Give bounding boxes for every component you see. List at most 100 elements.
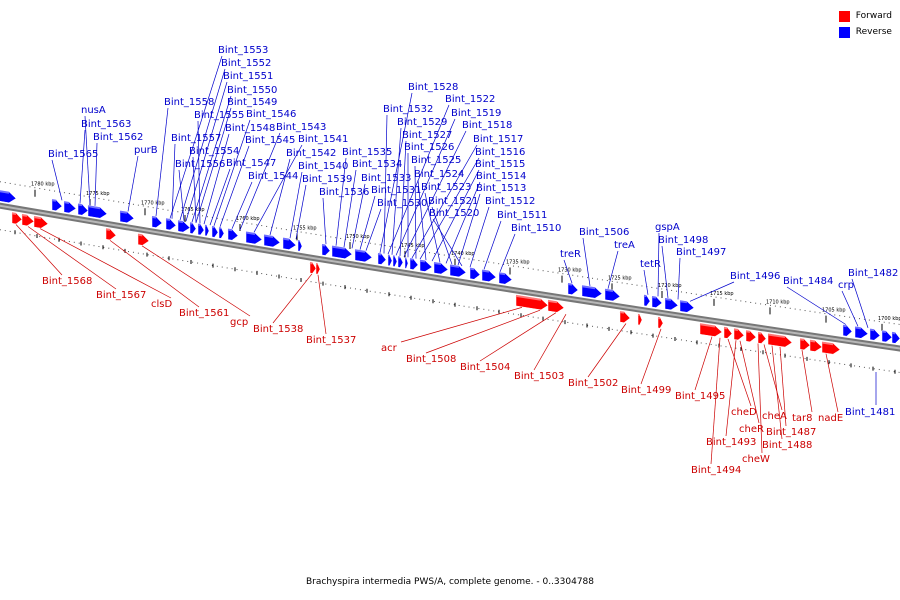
tick-label: 1775 kbp bbox=[86, 191, 110, 197]
reverse-gene-label-bint-1544: Bint_1544 bbox=[248, 171, 298, 182]
forward-gene-label-ched: cheD bbox=[731, 407, 757, 418]
forward-leader bbox=[39, 228, 172, 299]
gene-highlight bbox=[809, 339, 816, 343]
forward-leader bbox=[727, 338, 752, 407]
forward-leader bbox=[15, 224, 63, 276]
reverse-leader bbox=[841, 290, 859, 327]
forward-gene-label-bint-1537: Bint_1537 bbox=[306, 335, 356, 346]
reverse-gene-label-bint-1512: Bint_1512 bbox=[485, 196, 535, 207]
reverse-gene-label-bint-1518: Bint_1518 bbox=[462, 120, 512, 131]
reverse-leader bbox=[399, 140, 407, 257]
forward-gene-label-bint-1508: Bint_1508 bbox=[406, 354, 456, 365]
forward-leader bbox=[763, 344, 783, 411]
reverse-gene-label-bint-1534: Bint_1534 bbox=[352, 159, 402, 170]
reverse-leader bbox=[643, 269, 649, 295]
reverse-leader bbox=[483, 220, 502, 270]
tick-label: 1725 kbp bbox=[608, 275, 632, 281]
legend-forward: Forward bbox=[838, 8, 892, 24]
gene-highlight bbox=[547, 299, 558, 304]
reverse-gene-label-bint-1545: Bint_1545 bbox=[245, 135, 295, 146]
reverse-leader bbox=[239, 132, 281, 231]
forward-leader bbox=[272, 273, 313, 324]
dotted-scale-lines bbox=[0, 181, 900, 374]
gene-highlight bbox=[137, 233, 143, 237]
forward-gene-label-bint-1499: Bint_1499 bbox=[621, 385, 671, 396]
reverse-gene-label-bint-1558: Bint_1558 bbox=[164, 97, 214, 108]
gene-highlight bbox=[77, 203, 83, 207]
reverse-leader bbox=[179, 68, 226, 221]
reverse-leader bbox=[414, 165, 417, 259]
reverse-gene-label-bint-1539: Bint_1539 bbox=[302, 174, 352, 185]
reverse-gene-label-bint-1517: Bint_1517 bbox=[473, 134, 523, 145]
forward-leader bbox=[425, 309, 541, 354]
reverse-leader bbox=[469, 206, 490, 268]
reverse-leader bbox=[219, 145, 250, 227]
forward-gene-label-bint-1488: Bint_1488 bbox=[762, 440, 812, 451]
reverse-leader bbox=[395, 118, 456, 256]
gene-highlight bbox=[263, 234, 274, 238]
reverse-gene-label-bint-1520: Bint_1520 bbox=[429, 208, 479, 219]
reverse-gene-label-bint-1540: Bint_1540 bbox=[298, 161, 348, 172]
legend-reverse-label: Reverse bbox=[855, 27, 892, 37]
forward-leader bbox=[694, 336, 713, 391]
reverse-gene-label-bint-1528: Bint_1528 bbox=[408, 82, 458, 93]
reverse-gene-label-bint-1550: Bint_1550 bbox=[227, 85, 277, 96]
reverse-leader bbox=[431, 206, 453, 265]
reverse-gene-label-tetr: tetR bbox=[640, 259, 661, 270]
reverse-leader bbox=[689, 281, 735, 302]
gene-highlight bbox=[745, 330, 751, 333]
forward-leader bbox=[141, 245, 251, 317]
reverse-gene-label-bint-1531: Bint_1531 bbox=[371, 185, 421, 196]
reverse-leader bbox=[851, 278, 869, 328]
reverse-gene-label-bint-1506: Bint_1506 bbox=[579, 227, 629, 238]
forward-leader bbox=[725, 340, 737, 437]
gene-labels: nusA Bint_1563 Bint_1562 Bint_1565 purB Bint_… bbox=[42, 45, 898, 476]
leader-lines bbox=[15, 55, 877, 465]
reverse-gene-label-bint-1541: Bint_1541 bbox=[298, 134, 348, 145]
tick-label: 1770 kbp bbox=[141, 200, 165, 206]
reverse-leader bbox=[127, 155, 139, 212]
tick-label: 1740 kbp bbox=[451, 251, 475, 257]
reverse-gene-label-bint-1496: Bint_1496 bbox=[730, 271, 780, 282]
reverse-leader bbox=[607, 250, 619, 289]
gene-highlight bbox=[331, 245, 346, 250]
backbone bbox=[0, 204, 900, 350]
forward-leader bbox=[587, 323, 627, 378]
gene-highlight bbox=[377, 253, 382, 256]
reverse-gene-label-bint-1519: Bint_1519 bbox=[451, 108, 501, 119]
reverse-leader bbox=[185, 81, 228, 222]
gene-highlight bbox=[409, 258, 414, 261]
reverse-gene-label-bint-1556: Bint_1556 bbox=[175, 159, 225, 170]
reverse-leader bbox=[203, 133, 230, 225]
reverse-gene-label-bint-1484: Bint_1484 bbox=[783, 276, 833, 287]
reverse-gene-label-bint-1543: Bint_1543 bbox=[276, 122, 326, 133]
reverse-gene-label-bint-1548: Bint_1548 bbox=[225, 123, 275, 134]
gene-highlight bbox=[227, 228, 233, 232]
forward-gene-label-bint-1538: Bint_1538 bbox=[253, 324, 303, 335]
gene-features bbox=[0, 189, 900, 355]
reverse-gene-label-trer: treR bbox=[560, 249, 581, 260]
gene-highlight bbox=[469, 267, 475, 271]
tick-label: 1755 kbp bbox=[293, 225, 317, 231]
tick-label: 1715 kbp bbox=[710, 291, 734, 297]
gene-highlight bbox=[604, 288, 614, 292]
forward-gene-label-acr: acr bbox=[381, 343, 398, 354]
tick-label: 1750 kbp bbox=[346, 234, 370, 240]
gene-highlight bbox=[105, 228, 111, 231]
reverse-leader bbox=[403, 130, 467, 257]
reverse-gene-label-bint-1510: Bint_1510 bbox=[511, 223, 561, 234]
gene-highlight bbox=[119, 210, 128, 214]
gene-highlight bbox=[282, 237, 290, 241]
reverse-leader bbox=[359, 195, 376, 250]
reverse-leader bbox=[195, 107, 232, 223]
tick-label: 1765 kbp bbox=[181, 207, 205, 213]
gene-highlight bbox=[581, 285, 596, 290]
forward-gene-label-tar8: tar8 bbox=[792, 413, 813, 424]
forward-leader bbox=[801, 350, 813, 413]
reverse-gene-label-bint-1515: Bint_1515 bbox=[475, 159, 525, 170]
gene-highlight bbox=[51, 199, 57, 202]
forward-leader bbox=[771, 345, 783, 440]
gene-highlight bbox=[869, 328, 875, 332]
reverse-gene-label-bint-1516: Bint_1516 bbox=[475, 147, 525, 158]
